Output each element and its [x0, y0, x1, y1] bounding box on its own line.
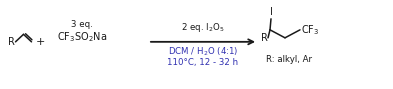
Text: CF$_3$: CF$_3$ [301, 23, 319, 37]
Text: 110°C, 12 - 32 h: 110°C, 12 - 32 h [167, 58, 239, 67]
Text: R: R [8, 37, 15, 47]
Text: CF$_3$SO$_2$Na: CF$_3$SO$_2$Na [57, 30, 107, 44]
Text: R: R [261, 33, 268, 43]
Text: DCM / H$_2$O (4:1): DCM / H$_2$O (4:1) [168, 46, 238, 58]
Text: I: I [270, 7, 272, 17]
Text: R: alkyl, Ar: R: alkyl, Ar [266, 55, 312, 64]
Text: +: + [35, 37, 45, 47]
Text: 2 eq. I$_2$O$_5$: 2 eq. I$_2$O$_5$ [181, 21, 225, 34]
Text: 3 eq.: 3 eq. [71, 20, 93, 29]
